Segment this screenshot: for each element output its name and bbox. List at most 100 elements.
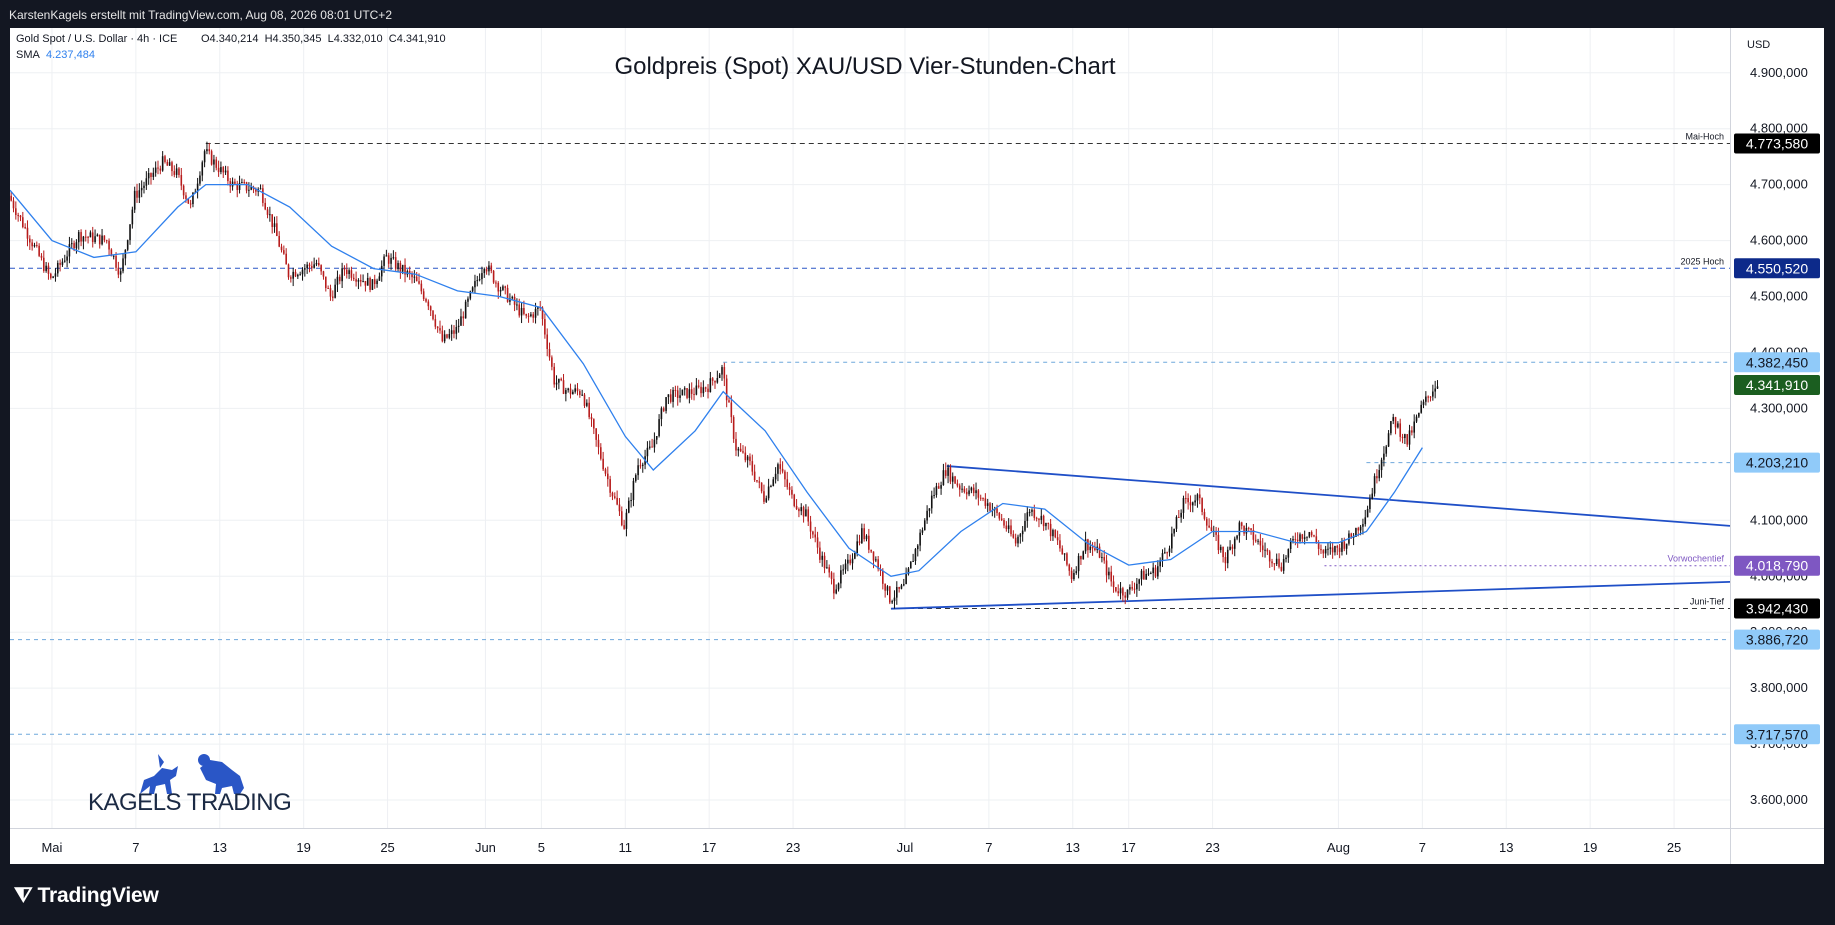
- candle-body: [401, 264, 404, 272]
- price-badge-label: 4.203,210: [1746, 455, 1808, 471]
- candle-body: [89, 232, 92, 238]
- candle-body: [24, 227, 26, 229]
- candle-body: [546, 334, 549, 350]
- candle-body: [1336, 545, 1339, 548]
- candle-body: [1362, 524, 1364, 527]
- legend-indicator-label[interactable]: SMA: [16, 49, 41, 61]
- candle-body: [369, 278, 371, 290]
- candle-body: [791, 489, 793, 495]
- candle-body: [180, 174, 183, 186]
- candle-body: [821, 555, 824, 560]
- candle-body: [630, 500, 632, 502]
- candle-body: [315, 263, 318, 265]
- candle-body: [523, 308, 525, 314]
- candle-body: [739, 448, 742, 452]
- candle-body: [886, 586, 889, 591]
- candle-body: [147, 173, 150, 179]
- candle-body: [185, 195, 187, 199]
- candle-body: [483, 269, 486, 274]
- candle-body: [1189, 502, 1192, 506]
- candle-body: [1175, 516, 1178, 529]
- candle-body: [534, 308, 537, 318]
- x-tick-label: Mai: [41, 840, 62, 855]
- candle-body: [518, 304, 521, 316]
- candle-body: [1161, 553, 1164, 561]
- candle-body: [1245, 527, 1248, 534]
- candle-body: [1243, 525, 1245, 534]
- candle-body: [343, 268, 346, 270]
- candle-body: [1231, 546, 1234, 549]
- candle-body: [175, 168, 178, 175]
- tradingview-logo[interactable]: ⧨ TradingView: [14, 884, 159, 908]
- candle-body: [758, 481, 761, 483]
- candle-body: [777, 464, 779, 474]
- candle-body: [476, 280, 479, 282]
- candle-body: [1042, 515, 1045, 527]
- candle-body: [937, 486, 940, 489]
- candle-body: [1138, 579, 1140, 584]
- candle-body: [583, 394, 586, 406]
- candle-body: [658, 419, 660, 437]
- candle-body: [215, 159, 218, 168]
- candle-body: [558, 378, 560, 383]
- candle-body: [1105, 560, 1108, 576]
- candle-body: [697, 385, 700, 387]
- candle-body: [422, 291, 425, 299]
- candle-body: [1413, 421, 1416, 433]
- y-tick-label: 4.800,000: [1750, 121, 1808, 136]
- legend-symbol[interactable]: Gold Spot / U.S. Dollar · 4h · ICE: [16, 33, 177, 45]
- candle-body: [1254, 539, 1257, 542]
- candle-body: [1219, 546, 1222, 551]
- candle-body: [1007, 525, 1010, 530]
- candle-body: [387, 255, 390, 264]
- x-tick-label: 13: [1499, 840, 1513, 855]
- candle-body: [213, 159, 215, 165]
- x-tick-label: 19: [1583, 840, 1597, 855]
- candle-body: [1292, 539, 1294, 541]
- candle-body: [749, 456, 751, 462]
- level-annotation: Vorwochentief: [1667, 554, 1724, 564]
- candle-body: [907, 568, 910, 575]
- price-badge: [1734, 555, 1820, 576]
- candle-body: [143, 185, 145, 188]
- candle-body: [882, 570, 884, 584]
- candle-body: [770, 485, 772, 487]
- candle-body: [702, 387, 705, 394]
- level-annotation: Juni-Tief: [1690, 596, 1725, 606]
- candle-body: [145, 178, 148, 186]
- candle-body: [36, 244, 38, 246]
- candle-body: [112, 255, 115, 257]
- candle-body: [182, 185, 185, 196]
- candle-body: [690, 389, 693, 394]
- candle-body: [418, 281, 420, 284]
- candle-body: [551, 357, 553, 367]
- candle-body: [1019, 534, 1022, 537]
- candle-body: [91, 232, 94, 243]
- candle-body: [800, 507, 803, 512]
- candle-body: [425, 298, 427, 302]
- candle-body: [187, 198, 190, 204]
- candle-body: [439, 328, 441, 331]
- candle-body: [492, 270, 495, 283]
- candle-body: [1420, 404, 1422, 413]
- candle-body: [161, 156, 164, 171]
- candle-body: [1259, 540, 1262, 546]
- candle-body: [152, 172, 155, 177]
- candle-body: [1010, 525, 1012, 535]
- candle-body: [1180, 512, 1182, 518]
- candle-body: [362, 281, 364, 283]
- candle-body: [371, 279, 374, 290]
- y-tick-label: 4.700,000: [1750, 177, 1808, 192]
- candle-body: [916, 545, 919, 550]
- candle-body: [1364, 517, 1367, 525]
- candle-body: [150, 173, 152, 177]
- candle-body: [567, 388, 569, 391]
- candle-body: [108, 240, 110, 250]
- candle-body: [807, 509, 810, 522]
- candle-body: [1173, 528, 1175, 534]
- candle-body: [826, 567, 828, 569]
- candle-body: [737, 448, 740, 451]
- candle-body: [786, 479, 789, 488]
- candle-body: [1275, 558, 1278, 565]
